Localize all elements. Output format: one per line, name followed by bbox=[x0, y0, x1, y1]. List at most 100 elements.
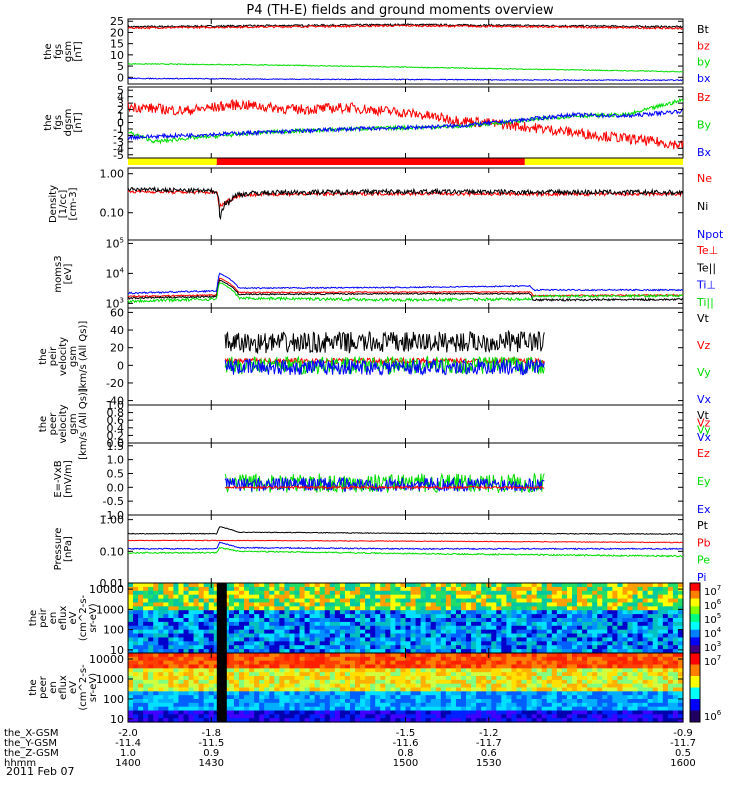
spectrogram-cell bbox=[299, 702, 306, 708]
spectrogram-cell bbox=[350, 660, 356, 666]
series-Vx-line bbox=[224, 358, 545, 377]
spectrogram-cell bbox=[304, 606, 311, 611]
spectrogram-cell bbox=[138, 695, 144, 700]
spectrogram-cell bbox=[138, 618, 144, 623]
spectrogram-cell bbox=[450, 668, 457, 673]
spectrogram-cell bbox=[572, 606, 578, 611]
spectrogram-cell bbox=[178, 629, 185, 635]
spectrogram-cell bbox=[269, 633, 275, 639]
spectrogram-cell bbox=[128, 660, 134, 666]
spectrogram-cell bbox=[481, 583, 487, 588]
spectrogram-cell bbox=[566, 614, 573, 619]
spectrogram-cell bbox=[536, 687, 543, 692]
spectrogram-cell bbox=[314, 676, 321, 681]
spectrogram-cell bbox=[652, 602, 659, 607]
spectrogram-cell bbox=[672, 586, 679, 592]
panel-frame bbox=[127, 167, 684, 241]
spectrogram-cell bbox=[511, 683, 518, 689]
spectrogram-cell bbox=[299, 590, 306, 596]
spectrogram-cell bbox=[410, 633, 417, 639]
spectrogram-cell bbox=[677, 629, 684, 635]
spectrogram-cell bbox=[415, 586, 422, 592]
spectrogram-cell bbox=[531, 702, 538, 708]
spectrogram-cell bbox=[572, 633, 578, 639]
spectrogram-cell bbox=[228, 653, 235, 658]
spectrogram-cell bbox=[193, 583, 200, 588]
spectrogram-cell bbox=[319, 653, 326, 658]
spectrogram-cell bbox=[592, 649, 598, 654]
spectrogram-cell bbox=[355, 668, 361, 673]
spectrogram-cell bbox=[294, 614, 301, 619]
spectrogram-cell bbox=[264, 672, 270, 677]
spectrogram-cell bbox=[617, 610, 624, 615]
spectrogram-cell bbox=[133, 602, 139, 607]
spectrogram-cell bbox=[486, 714, 492, 719]
spectrogram-cell bbox=[476, 699, 482, 704]
spectrogram-cell bbox=[228, 695, 235, 700]
spectrogram-cell bbox=[158, 691, 164, 696]
y-axis-label: [eV] bbox=[63, 264, 74, 285]
spectrogram-cell bbox=[334, 660, 341, 666]
spectrogram-cell bbox=[380, 625, 386, 631]
spectrogram-cell bbox=[541, 602, 548, 607]
spectrogram-cell bbox=[667, 602, 674, 607]
spectrogram-cell bbox=[602, 645, 608, 650]
spectrogram-cell bbox=[450, 610, 457, 615]
spectrogram-cell bbox=[198, 645, 205, 650]
spectrogram-cell bbox=[344, 714, 351, 719]
spectrogram-cell bbox=[188, 641, 195, 646]
spectrogram-cell bbox=[289, 672, 296, 677]
spectrogram-cell bbox=[339, 586, 346, 592]
spectrogram-cell bbox=[198, 625, 205, 631]
spectrogram-cell bbox=[344, 641, 351, 646]
spectrogram-cell bbox=[365, 664, 371, 669]
spectrogram-cell bbox=[370, 687, 376, 692]
spectrogram-cell bbox=[198, 687, 205, 692]
spectrogram-cell bbox=[259, 656, 265, 662]
spectrogram-cell bbox=[158, 649, 164, 654]
spectrogram-cell bbox=[299, 676, 306, 681]
spectrogram-cell bbox=[526, 610, 533, 615]
spectrogram-cell bbox=[546, 664, 553, 669]
spectrogram-cell bbox=[445, 714, 452, 719]
spectrogram-cell bbox=[259, 691, 265, 696]
spectrogram-cell bbox=[133, 695, 139, 700]
spectrogram-cell bbox=[208, 602, 215, 607]
spectrogram-cell bbox=[561, 714, 568, 719]
spectrogram-cell bbox=[617, 590, 624, 596]
spectrogram-cell bbox=[400, 656, 407, 662]
spectrogram-cell bbox=[415, 625, 422, 631]
y-axis-label: Density bbox=[48, 185, 59, 223]
spectrogram-cell bbox=[254, 641, 260, 646]
spectrogram-cell bbox=[324, 618, 331, 623]
spectrogram-cell bbox=[400, 676, 407, 681]
spectrogram-cell bbox=[632, 590, 639, 596]
spectrogram-cell bbox=[128, 618, 134, 623]
spectrogram-cell bbox=[657, 656, 664, 662]
spectrogram-cell bbox=[637, 676, 644, 681]
spectrogram-cell bbox=[339, 668, 346, 673]
spectrogram-cell bbox=[334, 664, 341, 669]
spectrogram-cell bbox=[339, 598, 346, 604]
spectrogram-cell bbox=[572, 656, 578, 662]
spectrogram-cell bbox=[476, 656, 482, 662]
spectrogram-cell bbox=[319, 590, 326, 596]
spectrogram-cell bbox=[344, 679, 351, 685]
spectrogram-cell bbox=[672, 629, 679, 635]
spectrogram-cell bbox=[440, 668, 447, 673]
spectrogram-cell bbox=[173, 691, 180, 696]
spectrogram-cell bbox=[279, 702, 286, 708]
spectrogram-cell bbox=[435, 618, 442, 623]
spectrogram-cell bbox=[239, 625, 245, 631]
spectrogram-cell bbox=[390, 679, 397, 685]
spectrogram-cell bbox=[163, 660, 169, 666]
spectrogram-cell bbox=[385, 664, 391, 669]
spectrogram-cell bbox=[208, 629, 215, 635]
spectrogram-cell bbox=[329, 672, 336, 677]
spectrogram-cell bbox=[516, 710, 523, 715]
spectrogram-cell bbox=[667, 676, 674, 681]
spectrogram-cell bbox=[627, 695, 634, 700]
spectrogram-cell bbox=[572, 614, 578, 619]
spectrogram-cell bbox=[304, 714, 311, 719]
spectrogram-cell bbox=[284, 625, 291, 631]
